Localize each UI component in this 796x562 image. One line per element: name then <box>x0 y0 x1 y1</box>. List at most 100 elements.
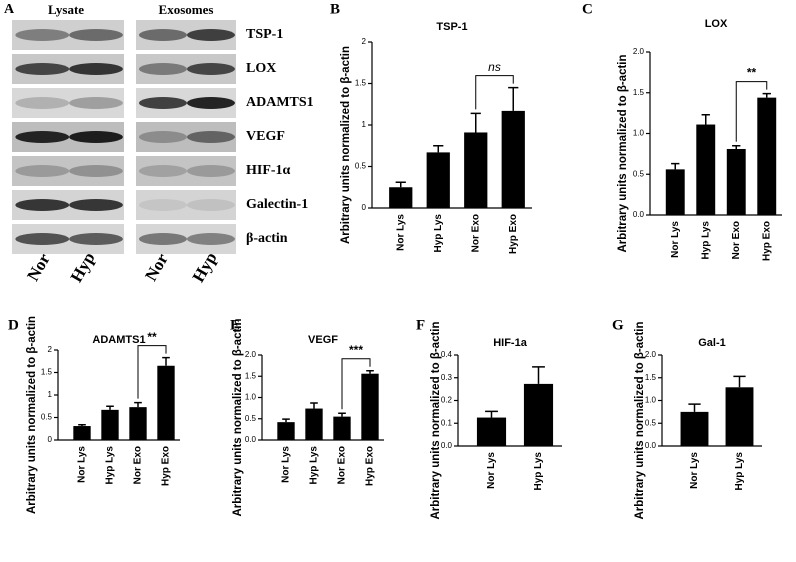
y-tick-label: 0.2 <box>441 396 453 405</box>
chart: C LOX Arbitrary units normalized to β-acti… <box>582 1 782 261</box>
y-tick-label: 1.5 <box>633 88 645 97</box>
blot-band <box>139 233 187 245</box>
x-tick-label: Hyp Exo <box>161 446 172 486</box>
y-tick-label: 1 <box>48 390 53 399</box>
bar <box>426 152 450 208</box>
bar <box>101 409 119 440</box>
x-tick-label: Hyp Lys <box>734 452 745 491</box>
x-tick-label: Nor Exo <box>337 446 348 484</box>
error-bar <box>78 423 86 427</box>
y-axis-label: Arbitrary units normalized to β-actin <box>634 321 646 519</box>
chart: D ADAMTS1 Arbitrary units normalized to β-… <box>8 316 180 514</box>
error-bar <box>134 401 142 408</box>
x-tick-label: Nor Lys <box>77 446 88 483</box>
x-tick-label: Hyp Exo <box>365 446 376 486</box>
blot-band <box>139 29 187 41</box>
y-tick-label: 0.0 <box>245 435 257 444</box>
column-header: Exosomes <box>159 2 214 17</box>
chart-title: TSP-1 <box>436 21 467 33</box>
error-bar <box>282 418 290 423</box>
x-tick-label: Nor Exo <box>470 214 481 252</box>
panel-label: G <box>612 317 624 333</box>
lane-label: Hyp <box>189 249 221 286</box>
y-tick-label: 0.5 <box>245 414 257 423</box>
y-tick-label: 2.0 <box>633 47 645 56</box>
protein-label: β-actin <box>246 231 288 246</box>
bar <box>665 169 685 215</box>
protein-label: Galectin-1 <box>246 197 308 212</box>
y-tick-label: 1.5 <box>355 79 367 88</box>
bar <box>157 365 175 440</box>
bar <box>389 187 413 208</box>
bar <box>277 422 295 440</box>
x-tick-label: Nor Exo <box>731 221 742 259</box>
chart: F HIF-1a Arbitrary units normalized to β-a… <box>416 317 562 520</box>
y-tick-label: 1.0 <box>633 129 645 138</box>
y-axis-label: Arbitrary units normalized to β-actin <box>232 318 244 516</box>
bar <box>725 387 754 446</box>
x-tick-label: Hyp Lys <box>533 452 544 491</box>
column-header: Lysate <box>48 2 84 17</box>
bar <box>305 408 323 440</box>
chart-title: HIF-1a <box>493 337 528 349</box>
bar <box>726 148 746 215</box>
y-tick-label: 0.5 <box>355 162 367 171</box>
bar <box>361 373 379 440</box>
lane-label: Nor <box>23 250 54 284</box>
bar <box>476 417 507 446</box>
chart-title: ADAMTS1 <box>92 334 145 346</box>
blot-band <box>139 63 187 75</box>
y-tick-label: 2.0 <box>245 350 257 359</box>
x-tick-label: Nor Lys <box>670 221 681 258</box>
y-tick-label: 2.0 <box>645 350 657 359</box>
x-tick-label: Nor Lys <box>395 214 406 251</box>
chart-title: VEGF <box>308 334 338 346</box>
protein-label: TSP-1 <box>246 27 283 42</box>
blot-strip <box>136 190 236 220</box>
blot-band <box>15 165 70 177</box>
error-bar <box>733 375 746 388</box>
error-bar <box>106 405 114 410</box>
panel-label: A <box>4 2 15 17</box>
panel-label: E <box>230 317 240 333</box>
y-tick-label: 0 <box>362 203 367 212</box>
chart: B TSP-1 Arbitrary units normalized to β-ac… <box>330 1 532 254</box>
blot-band <box>139 199 187 211</box>
lane-label: Nor <box>141 250 172 284</box>
bar <box>73 426 91 440</box>
blot-band <box>15 63 70 75</box>
protein-label: LOX <box>246 61 276 76</box>
significance-bracket <box>341 358 371 410</box>
error-bar <box>732 144 741 149</box>
significance-label: ** <box>747 66 757 80</box>
blot-strip <box>12 88 124 118</box>
y-tick-label: 0 <box>48 435 53 444</box>
x-tick-label: Nor Lys <box>486 452 497 489</box>
blot-band <box>139 97 187 109</box>
protein-label: ADAMTS1 <box>246 95 314 110</box>
significance-label: ns <box>488 60 501 74</box>
blot-band <box>15 29 70 41</box>
blot-band <box>139 165 187 177</box>
y-tick-label: 0.3 <box>441 373 453 382</box>
chart: G Gal-1 Arbitrary units normalized to β-ac… <box>612 317 762 520</box>
significance-bracket <box>735 81 768 142</box>
y-tick-label: 0.0 <box>633 210 645 219</box>
lane-label: Hyp <box>67 249 99 286</box>
panel-label: C <box>582 1 593 17</box>
significance-label: ** <box>147 330 157 344</box>
blot-band <box>187 199 235 211</box>
blot-band <box>15 199 70 211</box>
error-bar <box>701 114 710 125</box>
blot-band <box>15 131 70 143</box>
bar <box>696 124 716 215</box>
blot-band <box>69 97 123 109</box>
chart: E VEGF Arbitrary units normalized to β-act… <box>230 317 384 517</box>
blot-band <box>69 165 123 177</box>
y-tick-label: 0.0 <box>645 441 657 450</box>
error-bar <box>508 86 519 111</box>
y-tick-label: 0.4 <box>441 350 453 359</box>
error-bar <box>310 402 318 409</box>
error-bar <box>470 112 481 133</box>
